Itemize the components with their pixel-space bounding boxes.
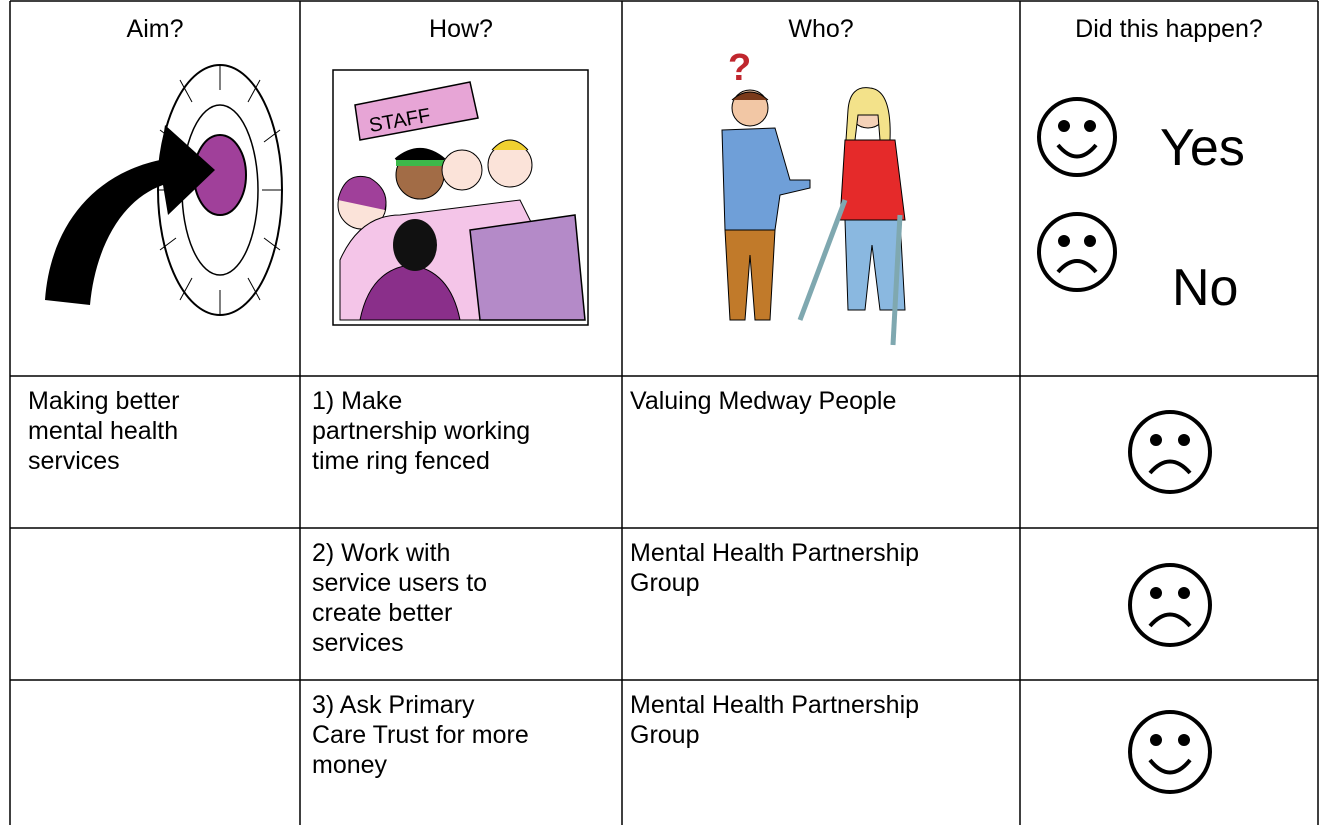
cell-who-line: Group — [630, 569, 700, 597]
cell-how-line: Care Trust for more — [312, 721, 529, 749]
happy-face-icon — [1128, 710, 1212, 794]
yes-label: Yes — [1160, 119, 1245, 177]
faces — [1037, 97, 1212, 794]
people-illustration: ? — [721, 47, 906, 346]
cell-how-line: 1) Make — [312, 387, 403, 415]
cell-how-line: money — [312, 751, 388, 779]
grid-lines — [9, 0, 1319, 825]
cell-how-line: 3) Ask Primary — [312, 691, 475, 719]
no-label: No — [1172, 259, 1239, 317]
header-happened: Did this happen? — [1075, 15, 1263, 43]
cell-who-line: Mental Health Partnership — [630, 691, 920, 719]
header-how: How? — [429, 15, 493, 43]
staff-illustration: STAFF — [332, 69, 589, 326]
sad-face-icon — [1128, 410, 1212, 494]
cell-who-line: Mental Health Partnership — [630, 539, 920, 567]
cell-how-line: create better — [312, 599, 453, 627]
cell-how-line: time ring fenced — [312, 447, 490, 475]
cell-who-line: Valuing Medway People — [630, 387, 897, 415]
sad-face-icon — [1037, 212, 1117, 292]
cell-how-line: services — [312, 629, 404, 657]
cell-how-line: service users to — [312, 569, 488, 597]
svg-text:?: ? — [728, 47, 751, 89]
cell-how-line: 2) Work with — [312, 539, 451, 567]
sad-face-icon — [1128, 563, 1212, 647]
cell-how-line: partnership working — [312, 417, 531, 445]
cell-aim-line: mental health — [28, 417, 179, 445]
cell-aim-line: services — [28, 447, 120, 475]
cell-who-line: Group — [630, 721, 700, 749]
header-aim: Aim? — [126, 15, 184, 43]
happy-face-icon — [1037, 97, 1117, 177]
header-who: Who? — [788, 15, 854, 43]
cell-aim-line: Making better — [28, 387, 180, 415]
target-illustration — [45, 64, 283, 316]
